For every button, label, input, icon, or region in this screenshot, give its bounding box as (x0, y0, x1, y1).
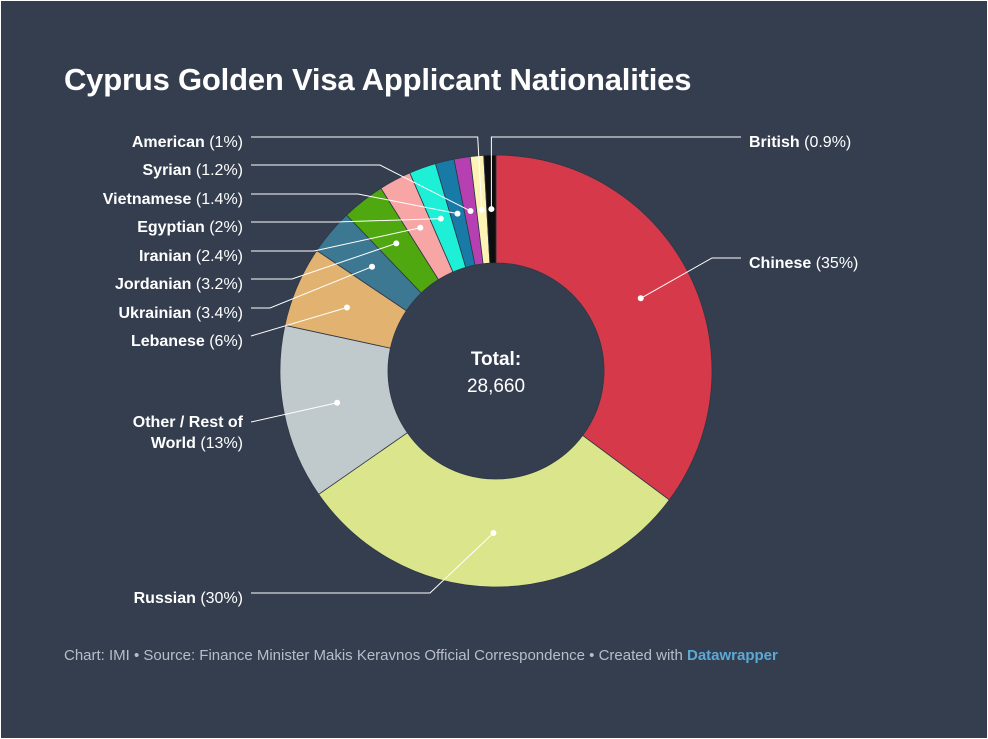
leader-dot-vietnamese (454, 210, 461, 217)
leader-line-american (251, 136, 483, 210)
leader-dot-lebanese (343, 304, 350, 311)
footer-source: Chart: IMI • Source: Finance Minister Ma… (64, 647, 687, 664)
leader-line-ukrainian (251, 266, 373, 309)
slice-label-other-rest-of-world-line-2: World (13%) (151, 435, 243, 452)
leader-dot-syrian (467, 208, 474, 215)
slice-label-vietnamese: Vietnamese (1.4%) (103, 191, 243, 208)
leader-dot-ukrainian (369, 263, 376, 270)
leader-dot-egyptian (437, 215, 444, 222)
slice-label-jordanian: Jordanian (3.2%) (115, 276, 243, 293)
chart-footer: Chart: IMI • Source: Finance Minister Ma… (64, 647, 778, 664)
slice-label-british: British (0.9%) (749, 134, 851, 151)
slice-chinese[interactable] (495, 154, 713, 501)
center-total-value: 28,660 (467, 376, 525, 397)
slice-label-russian: Russian (30%) (134, 590, 243, 607)
leader-dot-iranian (417, 224, 424, 231)
leader-line-vietnamese (251, 193, 458, 215)
leader-line-jordanian (251, 242, 397, 280)
slice-label-american: American (1%) (132, 134, 243, 151)
leader-dot-jordanian (393, 240, 400, 247)
leader-line-british (490, 136, 741, 210)
slice-russian[interactable] (318, 432, 670, 588)
leader-line-russian (251, 532, 494, 594)
leader-dot-american (478, 206, 485, 213)
leader-dot-other-rest-of-world (334, 399, 341, 406)
slice-label-egyptian: Egyptian (2%) (137, 219, 243, 236)
center-total-label: Total: (471, 349, 521, 370)
slice-label-iranian: Iranian (2.4%) (139, 248, 243, 265)
slice-label-ukrainian: Ukrainian (3.4%) (119, 305, 244, 322)
leader-line-egyptian (251, 218, 441, 223)
leader-line-chinese (640, 257, 741, 299)
leader-dot-russian (490, 529, 497, 536)
slice-label-lebanese: Lebanese (6%) (131, 333, 243, 350)
leader-dot-british (488, 206, 495, 213)
leader-line-syrian (251, 164, 471, 212)
footer-brand-link[interactable]: Datawrapper (686, 647, 778, 664)
leader-line-lebanese (250, 307, 348, 337)
slice-label-other-rest-of-world-line-1: Other / Rest of (133, 414, 244, 431)
leader-dot-chinese (637, 295, 644, 302)
chart-title: Cyprus Golden Visa Applicant Nationaliti… (64, 62, 692, 97)
leader-line-other-rest-of-world (250, 402, 338, 423)
leader-line-iranian (251, 227, 421, 252)
slice-label-chinese: Chinese (35%) (749, 255, 858, 272)
slice-label-syrian: Syrian (1.2%) (143, 162, 244, 179)
